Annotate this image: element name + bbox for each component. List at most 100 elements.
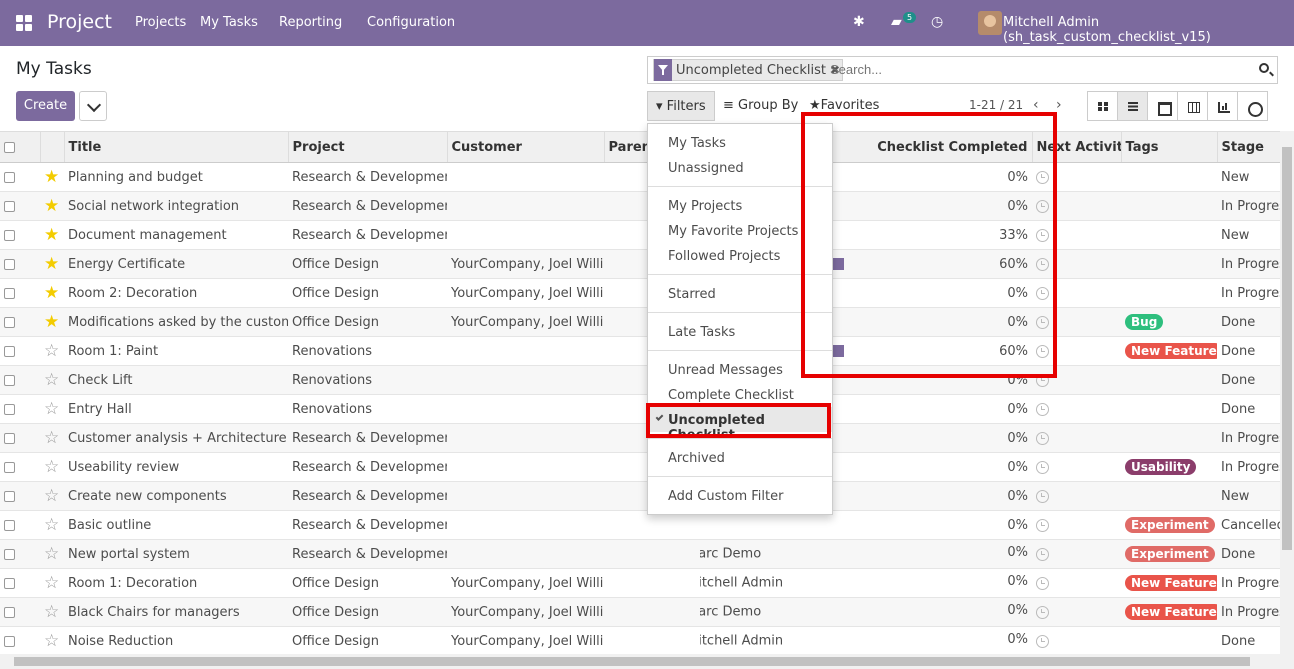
row-checkbox[interactable] [0,394,40,424]
row-star-icon[interactable]: ★ [40,278,64,308]
row-checkbox[interactable] [0,597,40,627]
graph-view-icon[interactable] [1207,91,1238,121]
horizontal-scrollbar[interactable] [0,654,1294,669]
row-checkbox[interactable] [0,249,40,279]
row-star-icon[interactable]: ☆ [40,423,64,453]
row-star-icon[interactable]: ☆ [40,365,64,395]
filter-late-tasks[interactable]: Late Tasks [668,325,736,340]
menu-projects[interactable]: Projects [135,15,187,30]
activity-clock-icon[interactable] [1032,568,1121,598]
row-checkbox[interactable] [0,423,40,453]
filter-complete-checklist[interactable]: Complete Checklist [668,388,794,403]
vertical-scrollbar[interactable] [1280,131,1294,654]
row-star-icon[interactable]: ★ [40,162,64,192]
table-row[interactable]: ☆ New portal system Research & Development… [0,539,1280,569]
filter-unread-messages[interactable]: Unread Messages [668,363,783,378]
row-checkbox[interactable] [0,365,40,395]
favorites-button[interactable]: ★Favorites [801,91,887,121]
row-star-icon[interactable]: ☆ [40,626,64,654]
activity-clock-icon[interactable] [1032,597,1121,627]
pivot-view-icon[interactable] [1177,91,1208,121]
row-star-icon[interactable]: ☆ [40,336,64,366]
activity-clock-icon[interactable] [1032,481,1121,511]
row-checkbox[interactable] [0,626,40,654]
activity-clock-icon[interactable] [1032,365,1121,395]
row-star-icon[interactable]: ☆ [40,539,64,569]
table-row[interactable]: ★ Social network integration Research & De… [0,191,1280,221]
pager-next-icon[interactable]: › [1056,97,1062,113]
chat-icon[interactable]: ▰ [891,14,902,30]
header-stage[interactable]: Stage [1217,131,1280,163]
activity-clock-icon[interactable] [1032,394,1121,424]
row-star-icon[interactable]: ☆ [40,510,64,540]
app-grid-icon[interactable] [16,15,32,31]
row-checkbox[interactable] [0,481,40,511]
table-row[interactable]: ☆ Room 1: Decoration Office Design YourComp… [0,568,1280,598]
activity-clock-icon[interactable] [1032,191,1121,221]
table-row[interactable]: ☆ Check Lift Renovations 0% Done [0,365,1280,395]
filter-my-projects[interactable]: My Projects [668,199,743,214]
pager-value[interactable]: 1-21 / 21 [969,98,1024,112]
activity-clock-icon[interactable] [1032,539,1121,569]
filter-starred[interactable]: Starred [668,287,716,302]
header-title[interactable]: Title [64,131,289,163]
activity-clock-icon[interactable] [1032,510,1121,540]
activity-clock-icon[interactable] [1032,423,1121,453]
app-name[interactable]: Project [47,11,113,33]
menu-my-tasks[interactable]: My Tasks [200,15,258,30]
activity-clock-icon[interactable] [1032,249,1121,279]
table-row[interactable]: ★ Planning and budget Research & Developme… [0,162,1280,192]
row-checkbox[interactable] [0,539,40,569]
row-star-icon[interactable]: ☆ [40,394,64,424]
table-row[interactable]: ☆ Customer analysis + Architecture Researc… [0,423,1280,453]
row-checkbox[interactable] [0,162,40,192]
table-row[interactable]: ★ Document management Research & Developme… [0,220,1280,250]
groupby-button[interactable]: ≡ Group By [715,91,806,121]
table-row[interactable]: ☆ Basic outline Research & Development 0% Ex… [0,510,1280,540]
pager-previous-icon[interactable]: ‹ [1033,97,1039,113]
table-row[interactable]: ★ Room 2: Decoration Office Design YourComp… [0,278,1280,308]
debug-icon[interactable]: ✱ [853,14,865,30]
activity-clock-icon[interactable] [1032,452,1121,482]
row-checkbox[interactable] [0,307,40,337]
row-star-icon[interactable]: ★ [40,191,64,221]
activity-clock-icon[interactable] [1032,307,1121,337]
activity-clock-icon[interactable]: ◷ [931,14,944,30]
row-checkbox[interactable] [0,191,40,221]
row-star-icon[interactable]: ★ [40,249,64,279]
row-checkbox[interactable] [0,278,40,308]
kanban-view-icon[interactable] [1087,91,1118,121]
filter-my-favorite-projects[interactable]: My Favorite Projects [668,224,799,239]
search-bar[interactable]: Uncompleted Checklist ✖ [647,56,1278,84]
table-row[interactable]: ☆ Black Chairs for managers Office Design Y… [0,597,1280,627]
filter-archived[interactable]: Archived [668,451,725,466]
user-avatar[interactable] [978,11,1002,35]
filter-followed-projects[interactable]: Followed Projects [668,249,781,264]
activity-clock-icon[interactable] [1032,626,1121,654]
menu-reporting[interactable]: Reporting [279,15,343,30]
create-button[interactable]: Create [16,91,75,121]
row-checkbox[interactable] [0,336,40,366]
row-checkbox[interactable] [0,220,40,250]
header-tags[interactable]: Tags [1121,131,1218,163]
row-star-icon[interactable]: ★ [40,307,64,337]
header-project[interactable]: Project [288,131,448,163]
table-row[interactable]: ☆ Room 1: Paint Renovations 60% New Feature D… [0,336,1280,366]
select-all-checkbox[interactable] [0,131,41,163]
filters-button[interactable]: ▾ Filters [647,91,715,121]
row-star-icon[interactable]: ☆ [40,481,64,511]
user-menu[interactable]: Mitchell Admin (sh_task_custom_checklist… [1003,15,1211,45]
activity-clock-icon[interactable] [1032,162,1121,192]
header-next-activity[interactable]: Next Activity [1032,131,1122,163]
search-input[interactable] [830,62,1230,77]
table-row[interactable]: ☆ Entry Hall Renovations 0% Done [0,394,1280,424]
table-row[interactable]: ☆ Useability review Research & Development… [0,452,1280,482]
row-checkbox[interactable] [0,452,40,482]
activity-clock-icon[interactable] [1032,278,1121,308]
table-row[interactable]: ★ Modifications asked by the customer Offi… [0,307,1280,337]
table-row[interactable]: ★ Energy Certificate Office Design YourComp… [0,249,1280,279]
row-checkbox[interactable] [0,568,40,598]
row-checkbox[interactable] [0,510,40,540]
header-customer[interactable]: Customer [447,131,605,163]
table-row[interactable]: ☆ Create new components Research & Develop… [0,481,1280,511]
